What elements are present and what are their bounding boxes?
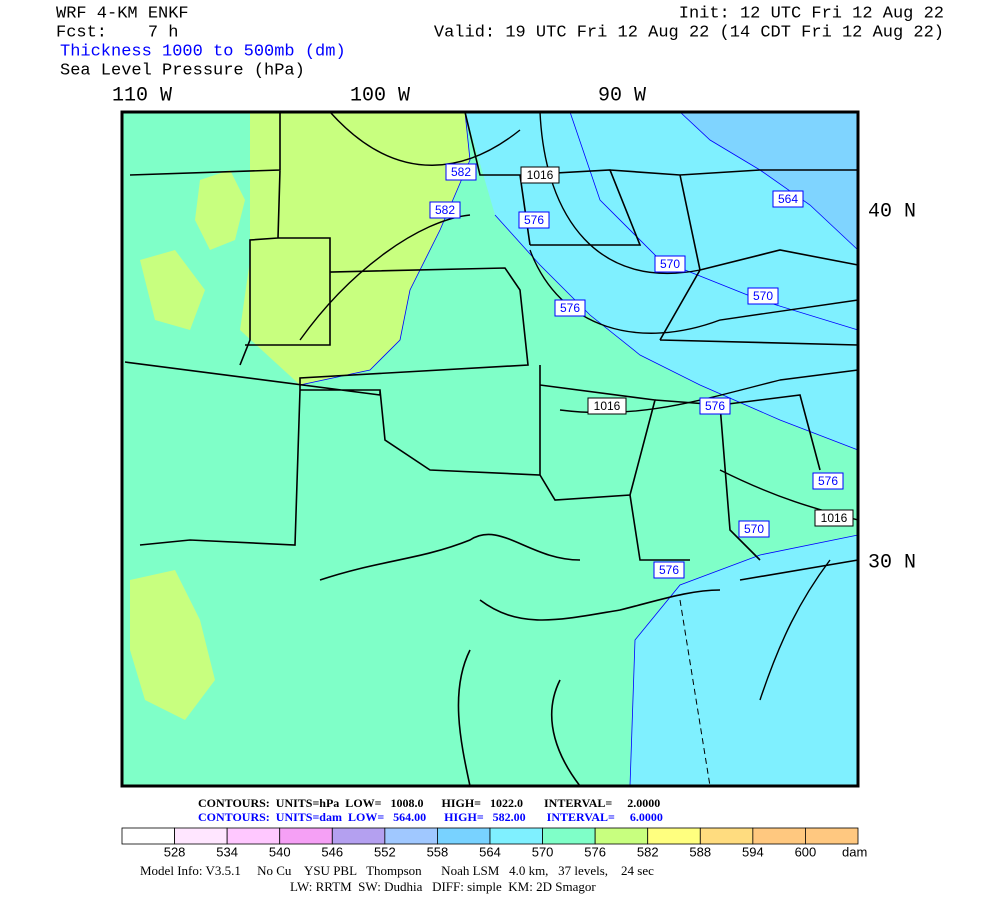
contour-label: 576 bbox=[524, 213, 544, 227]
physics-info: LW: RRTM SW: Dudhia DIFF: simple KM: 2D … bbox=[290, 879, 596, 894]
state-border bbox=[124, 111, 859, 561]
longitude-label: 110 W bbox=[112, 84, 172, 107]
model-info: Model Info: V3.5.1 No Cu YSU PBL Thompso… bbox=[140, 863, 654, 878]
contour-label-box bbox=[699, 397, 731, 415]
colorbar-label: 570 bbox=[532, 844, 554, 859]
colorbar-box bbox=[226, 827, 281, 845]
colorbar-label: 540 bbox=[269, 844, 291, 859]
pressure-contour bbox=[299, 111, 859, 701]
colorbar-box bbox=[542, 827, 596, 845]
contour-label: 582 bbox=[435, 203, 455, 217]
colorbar: 528 534 540 546 552 558 564 570 576 582 588 594 600 d… bbox=[121, 827, 867, 859]
contour-label: 570 bbox=[744, 522, 764, 536]
colorbar-box bbox=[437, 827, 491, 845]
thickness-fill bbox=[130, 170, 245, 720]
longitude-label: 90 W bbox=[598, 84, 646, 107]
colorbar-box bbox=[647, 827, 701, 845]
colorbar-box bbox=[489, 827, 543, 845]
forecast-hour: Fcst: 7 h bbox=[56, 23, 178, 42]
contour-label-box bbox=[520, 166, 560, 184]
contour-label: 576 bbox=[818, 474, 838, 488]
thickness-fill bbox=[680, 112, 858, 250]
colorbar-label: 600 bbox=[795, 844, 817, 859]
colorbar-box bbox=[174, 827, 228, 845]
colorbar-box bbox=[331, 827, 386, 845]
colorbar-box bbox=[699, 827, 754, 845]
map-labels: 110 W 100 W 90 W 40 N 30 N 582 582 576 570 564 570… bbox=[112, 84, 916, 579]
contour-label: 1016 bbox=[821, 511, 848, 525]
colorbar-label: 582 bbox=[637, 844, 659, 859]
thickness-contour-info: CONTOURS: UNITS=dam LOW= 564.00 HIGH= 58… bbox=[198, 810, 663, 824]
pressure-contour-info: CONTOURS: UNITS=hPa LOW= 1008.0 HIGH= 10… bbox=[198, 796, 660, 810]
colorbar-label: 552 bbox=[374, 844, 396, 859]
contour-label-box bbox=[654, 255, 686, 273]
contour-label: 564 bbox=[778, 192, 798, 206]
contour-label: 582 bbox=[451, 165, 471, 179]
thickness-fill bbox=[630, 535, 858, 786]
map-frame bbox=[120, 110, 860, 788]
map bbox=[120, 110, 860, 788]
colorbar-label: 576 bbox=[584, 844, 606, 859]
contour-label: 1016 bbox=[594, 399, 621, 413]
longitude-label: 100 W bbox=[350, 84, 410, 107]
contour-label: 570 bbox=[753, 289, 773, 303]
colorbar-label: 534 bbox=[216, 844, 238, 859]
contour-label-box bbox=[518, 211, 550, 229]
contour-label-box bbox=[772, 190, 804, 208]
thickness-fill bbox=[465, 112, 858, 450]
contour-label-box bbox=[429, 201, 461, 219]
latitude-label: 30 N bbox=[868, 551, 916, 574]
coastline bbox=[319, 533, 859, 787]
field-thickness: Thickness 1000 to 500mb (dm) bbox=[60, 42, 346, 61]
field-pressure: Sea Level Pressure (hPa) bbox=[60, 61, 305, 80]
init-time: Init: 12 UTC Fri 12 Aug 22 bbox=[679, 4, 944, 23]
colorbar-label: 528 bbox=[164, 844, 186, 859]
thickness-fill bbox=[240, 112, 470, 385]
contour-label: 576 bbox=[659, 563, 679, 577]
colorbar-box bbox=[805, 827, 859, 845]
colorbar-label: 594 bbox=[742, 844, 764, 859]
colorbar-box bbox=[594, 827, 649, 845]
boundary-line bbox=[679, 599, 711, 787]
contour-label: 1016 bbox=[527, 168, 554, 182]
contour-label-box bbox=[812, 472, 844, 490]
contour-label-box bbox=[738, 520, 770, 538]
colorbar-unit: dam bbox=[842, 844, 867, 859]
contour-label: 570 bbox=[660, 257, 680, 271]
colorbar-label: 564 bbox=[479, 844, 501, 859]
colorbar-label: 588 bbox=[689, 844, 711, 859]
contour-label-box bbox=[554, 299, 586, 317]
colorbar-box bbox=[279, 827, 333, 845]
contour-label: 576 bbox=[705, 399, 725, 413]
latitude-label: 40 N bbox=[868, 200, 916, 223]
colorbar-label: 546 bbox=[321, 844, 343, 859]
contour-label-box bbox=[587, 397, 627, 415]
colorbar-label: 558 bbox=[427, 844, 449, 859]
colorbar-box bbox=[752, 827, 806, 845]
colorbar-box bbox=[384, 827, 438, 845]
contour-label-box bbox=[747, 287, 779, 305]
model-title: WRF 4-KM ENKF bbox=[56, 4, 189, 23]
contour-label: 576 bbox=[560, 301, 580, 315]
contour-label-box bbox=[653, 561, 685, 579]
valid-time: Valid: 19 UTC Fri 12 Aug 22 (14 CDT Fri … bbox=[434, 23, 944, 42]
contour-label-box bbox=[814, 509, 854, 527]
contour-label-box bbox=[445, 163, 477, 181]
colorbar-box bbox=[121, 827, 175, 845]
